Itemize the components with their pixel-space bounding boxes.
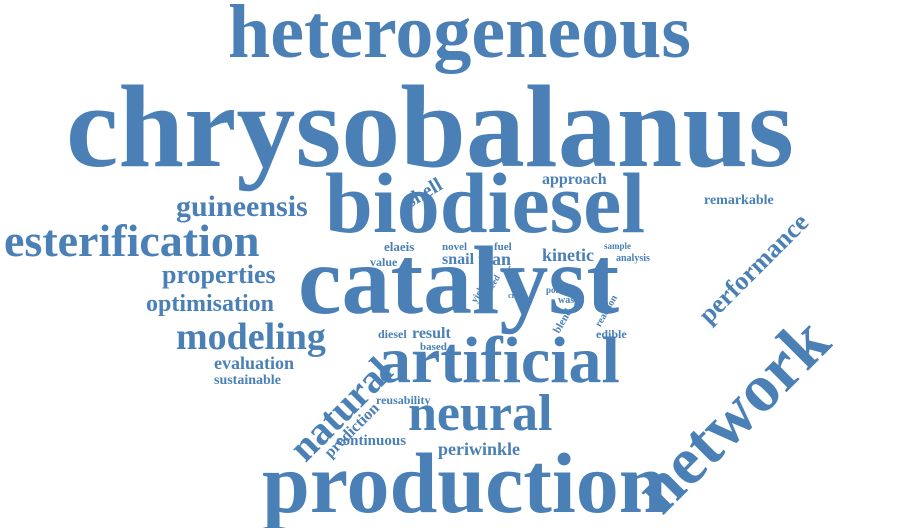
word-chrysobalanus: chrysobalanus xyxy=(66,61,794,192)
word-sample: sample xyxy=(604,241,631,251)
word-catalyst: catalyst xyxy=(298,227,620,335)
word-network: network xyxy=(619,302,844,527)
word-fuel: fuel xyxy=(494,241,512,253)
word-diesel: diesel xyxy=(378,327,407,341)
word-value: value xyxy=(370,255,398,269)
word-elaeis: elaeis xyxy=(384,239,415,254)
word-to: to xyxy=(508,273,514,281)
word-properties: properties xyxy=(162,260,276,289)
word-analysis: analysis xyxy=(616,253,650,264)
word-esterification: esterification xyxy=(4,215,260,266)
word-kinetic: kinetic xyxy=(542,245,594,265)
word-guineensis: guineensis xyxy=(176,190,308,223)
word-waste: waste xyxy=(558,295,582,306)
word-heterogeneous: heterogeneous xyxy=(228,0,691,74)
word-based: based xyxy=(420,341,447,353)
word-periwinkle: periwinkle xyxy=(438,439,521,459)
word-sustainable: sustainable xyxy=(214,373,281,388)
word-remarkable: remarkable xyxy=(704,193,774,208)
word-point: point xyxy=(546,285,567,295)
word-form: form xyxy=(508,265,525,274)
word-crop: crop xyxy=(508,291,524,300)
word-neural: neural xyxy=(408,385,553,442)
word-result: result xyxy=(412,325,451,342)
word-approach: approach xyxy=(542,171,607,188)
word-artificial: artificial xyxy=(378,324,620,397)
word-edible: edible xyxy=(596,327,627,341)
word-optimisation: optimisation xyxy=(146,291,275,317)
word-evaluation: evaluation xyxy=(214,353,295,373)
word-snail: snail xyxy=(442,251,475,268)
word-reusability: reusability xyxy=(376,393,431,407)
word-biodiesel: biodiesel xyxy=(325,155,646,251)
word-modeling: modeling xyxy=(176,316,326,358)
word-production: production xyxy=(262,435,667,528)
word-novel: novel xyxy=(442,241,468,253)
word-continuous: continuous xyxy=(336,433,407,449)
word-tran: tran xyxy=(478,249,511,269)
